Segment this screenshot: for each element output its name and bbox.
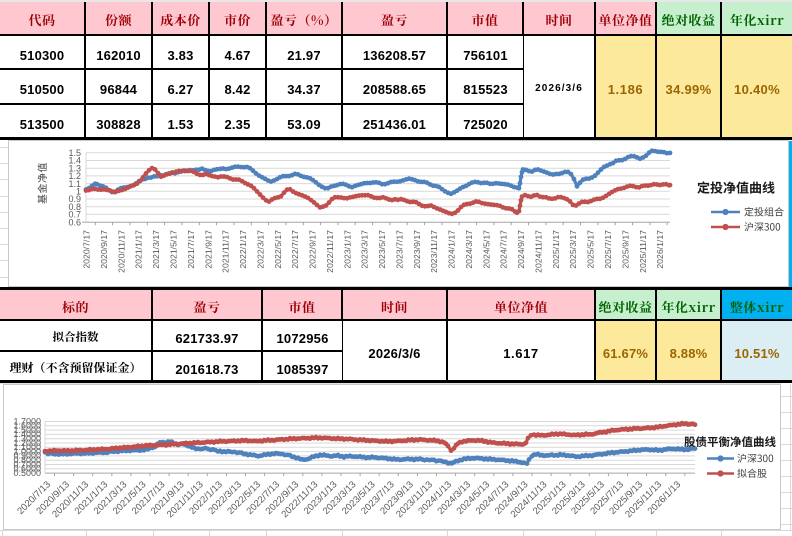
svg-text:0.8: 0.8	[68, 202, 81, 212]
svg-text:2025/9/17: 2025/9/17	[620, 230, 630, 269]
svg-text:股债平衡净值曲线: 股债平衡净值曲线	[684, 434, 776, 450]
svg-text:1.5000: 1.5000	[13, 425, 41, 435]
svg-text:1.1: 1.1	[68, 179, 81, 189]
svg-text:0.5000: 0.5000	[13, 468, 41, 478]
svg-text:0.6: 0.6	[68, 217, 81, 227]
svg-text:2024/7/17: 2024/7/17	[499, 230, 509, 269]
svg-text:定投组合: 定投组合	[744, 204, 784, 219]
svg-text:2022/7/17: 2022/7/17	[290, 230, 300, 269]
svg-text:0.7: 0.7	[68, 210, 81, 220]
svg-text:1.2000: 1.2000	[13, 438, 41, 448]
svg-text:2021/7/17: 2021/7/17	[186, 230, 196, 269]
svg-text:2023/3/17: 2023/3/17	[360, 230, 370, 269]
svg-text:2025/11/17: 2025/11/17	[638, 230, 648, 273]
svg-text:2025/7/17: 2025/7/17	[603, 230, 613, 269]
svg-text:2022/9/17: 2022/9/17	[308, 230, 318, 269]
svg-text:2023/1/17: 2023/1/17	[342, 230, 352, 269]
svg-text:2024/5/17: 2024/5/17	[481, 230, 491, 269]
svg-text:2025/3/17: 2025/3/17	[568, 230, 578, 269]
svg-text:1.4: 1.4	[68, 156, 81, 166]
svg-text:2021/9/17: 2021/9/17	[203, 230, 213, 269]
svg-text:2022/11/17: 2022/11/17	[325, 230, 335, 273]
svg-text:2022/1/17: 2022/1/17	[238, 230, 248, 269]
svg-text:2021/1/17: 2021/1/17	[134, 230, 144, 269]
svg-text:1.0000: 1.0000	[13, 446, 41, 456]
svg-text:2020/9/17: 2020/9/17	[99, 230, 109, 269]
svg-text:1: 1	[76, 187, 81, 197]
svg-text:2024/11/17: 2024/11/17	[534, 230, 544, 273]
svg-text:沪深300: 沪深300	[737, 450, 774, 465]
svg-text:定投净值曲线: 定投净值曲线	[697, 178, 775, 197]
svg-text:1.3000: 1.3000	[13, 434, 41, 444]
svg-text:2023/9/17: 2023/9/17	[412, 230, 422, 269]
svg-text:2020/11/17: 2020/11/17	[116, 230, 126, 273]
svg-text:2023/7/17: 2023/7/17	[394, 230, 404, 269]
svg-text:0.7000: 0.7000	[13, 459, 41, 469]
svg-text:2024/3/17: 2024/3/17	[464, 230, 474, 269]
svg-text:0.8000: 0.8000	[13, 455, 41, 465]
svg-text:2023/11/17: 2023/11/17	[429, 230, 439, 273]
svg-text:1.6000: 1.6000	[13, 421, 41, 431]
svg-text:2024/9/17: 2024/9/17	[516, 230, 526, 269]
svg-text:1.4000: 1.4000	[13, 429, 41, 439]
svg-text:1.7000: 1.7000	[13, 416, 41, 426]
svg-text:拟合股: 拟合股	[737, 465, 767, 480]
svg-text:2025/1/17: 2025/1/17	[551, 230, 561, 269]
svg-text:2024/1/17: 2024/1/17	[447, 230, 457, 269]
svg-text:0.9000: 0.9000	[13, 451, 41, 461]
svg-text:2021/5/17: 2021/5/17	[169, 230, 179, 269]
svg-text:2025/5/17: 2025/5/17	[586, 230, 596, 269]
svg-text:2022/5/17: 2022/5/17	[273, 230, 283, 269]
svg-text:2021/11/17: 2021/11/17	[221, 230, 231, 273]
svg-text:2022/3/17: 2022/3/17	[255, 230, 265, 269]
svg-text:2020/7/17: 2020/7/17	[82, 230, 92, 269]
svg-text:1.1000: 1.1000	[13, 442, 41, 452]
svg-text:2023/5/17: 2023/5/17	[377, 230, 387, 269]
svg-text:1.5: 1.5	[68, 148, 81, 158]
svg-text:2021/3/17: 2021/3/17	[151, 230, 161, 269]
svg-text:1.3: 1.3	[68, 163, 81, 173]
svg-text:2026/1/17: 2026/1/17	[655, 230, 665, 269]
svg-text:0.9: 0.9	[68, 194, 81, 204]
svg-text:沪深300: 沪深300	[744, 219, 781, 234]
svg-text:基金净值: 基金净值	[34, 162, 49, 204]
svg-text:1.2: 1.2	[68, 171, 81, 181]
svg-text:0.6000: 0.6000	[13, 464, 41, 474]
